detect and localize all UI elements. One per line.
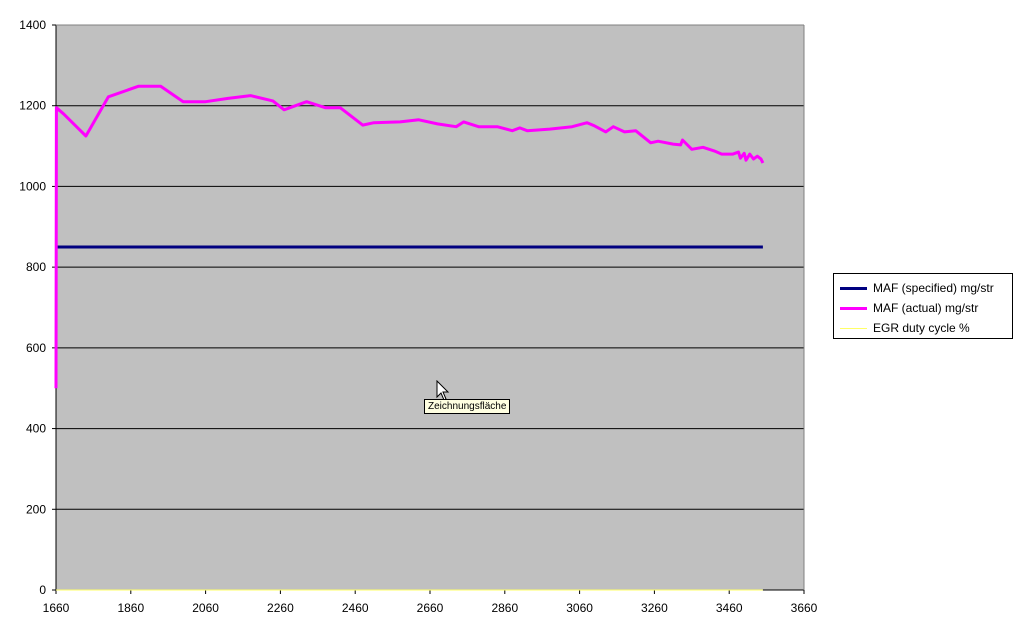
legend[interactable]: MAF (specified) mg/str MAF (actual) mg/s… xyxy=(833,273,1013,339)
y-tick-label: 400 xyxy=(26,422,46,436)
legend-label-maf-actual: MAF (actual) mg/str xyxy=(873,301,979,315)
y-tick-label: 1200 xyxy=(19,99,46,113)
plot-area[interactable] xyxy=(56,25,804,590)
y-tick-label: 600 xyxy=(26,341,46,355)
x-tick-label: 2660 xyxy=(417,601,444,615)
x-tick-label: 2060 xyxy=(192,601,219,615)
x-tick-label: 3460 xyxy=(716,601,743,615)
x-tick-label: 2860 xyxy=(491,601,518,615)
x-tick-label: 1660 xyxy=(43,601,70,615)
legend-swatch-maf-actual xyxy=(840,306,867,310)
series-line-maf-actual xyxy=(54,84,765,389)
x-tick-label: 2260 xyxy=(267,601,294,615)
y-tick-label: 1000 xyxy=(19,179,46,193)
y-tick-label: 200 xyxy=(26,502,46,516)
series-layer xyxy=(54,84,765,591)
y-tick-label: 1400 xyxy=(19,18,46,32)
x-tick-label: 3660 xyxy=(791,601,818,615)
x-tick-label: 3060 xyxy=(566,601,593,615)
y-tick-label: 0 xyxy=(39,583,46,597)
x-tick-label: 3260 xyxy=(641,601,668,615)
legend-item-maf-specified: MAF (specified) mg/str xyxy=(834,278,1012,298)
legend-label-maf-specified: MAF (specified) mg/str xyxy=(873,281,994,295)
legend-item-egr-duty-cycle: EGR duty cycle % xyxy=(834,318,1012,338)
x-tick-label: 2460 xyxy=(342,601,369,615)
legend-label-egr-duty-cycle: EGR duty cycle % xyxy=(873,321,970,335)
x-tick-label: 1860 xyxy=(117,601,144,615)
legend-item-maf-actual: MAF (actual) mg/str xyxy=(834,298,1012,318)
legend-swatch-egr-duty-cycle xyxy=(840,327,867,329)
y-tick-label: 800 xyxy=(26,260,46,274)
legend-swatch-maf-specified xyxy=(840,286,867,290)
tick-labels: 0 200 400 600 800 1000 1200 1400 1660 1860 2060 226… xyxy=(19,18,817,615)
tooltip: Zeichnungsfläche xyxy=(424,399,511,414)
